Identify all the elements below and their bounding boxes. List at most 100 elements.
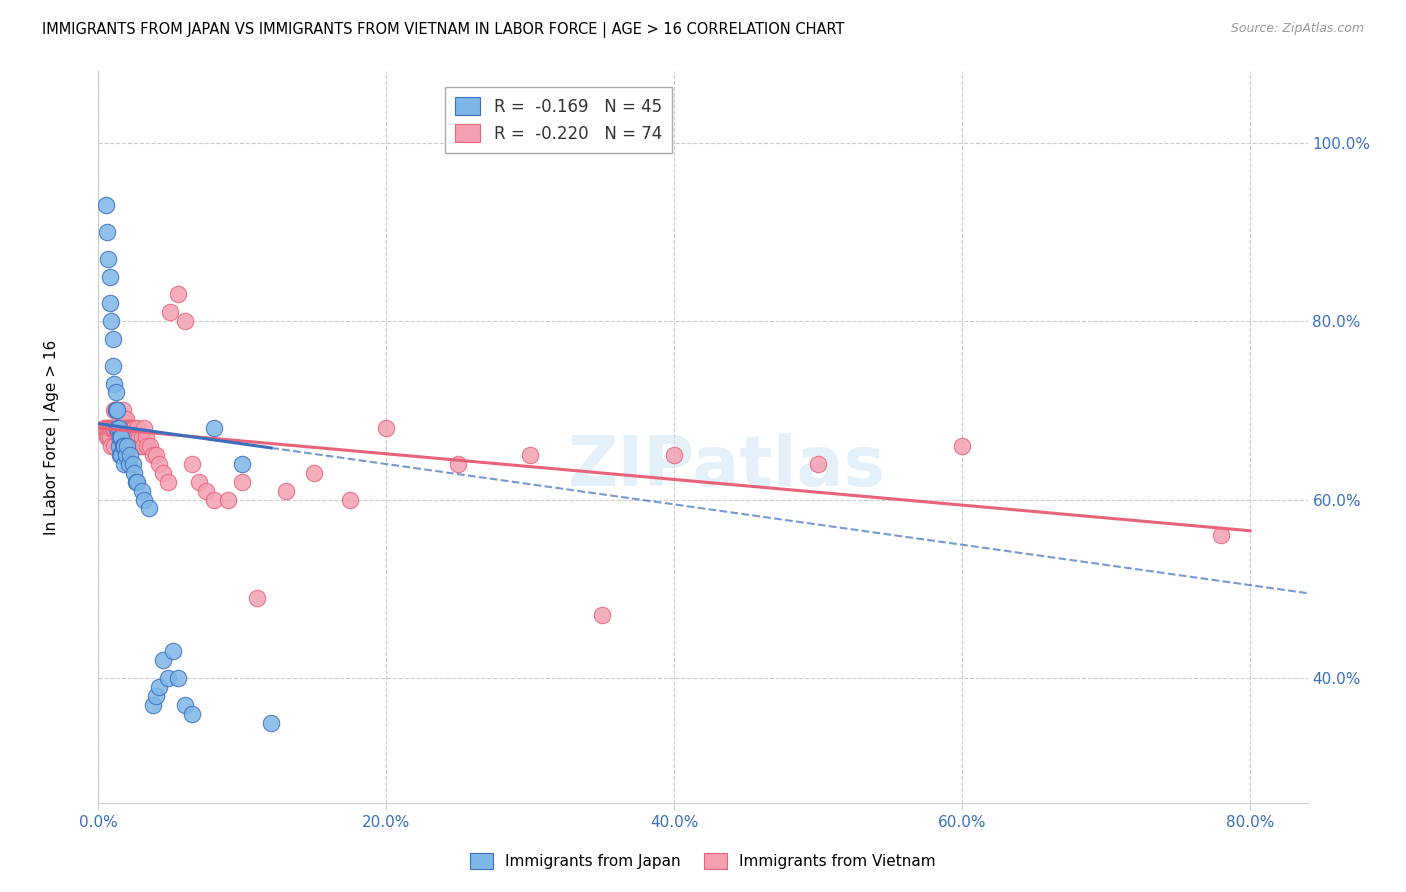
Point — [100, 314, 122, 328]
Point — [94, 198, 117, 212]
Point — [121, 421, 143, 435]
Text: ZIPatlas: ZIPatlas — [568, 433, 886, 500]
Point — [105, 421, 128, 435]
Point — [103, 376, 125, 391]
Point — [112, 439, 135, 453]
Point — [138, 501, 160, 516]
Point — [145, 448, 167, 462]
Point — [375, 421, 398, 435]
Point — [104, 385, 127, 400]
Point — [98, 421, 121, 435]
Text: IMMIGRANTS FROM JAPAN VS IMMIGRANTS FROM VIETNAM IN LABOR FORCE | AGE > 16 CORRE: IMMIGRANTS FROM JAPAN VS IMMIGRANTS FROM… — [42, 22, 845, 38]
Point — [173, 314, 195, 328]
Point — [118, 439, 141, 453]
Point — [128, 430, 150, 444]
Point — [94, 421, 117, 435]
Point — [231, 475, 253, 489]
Point — [181, 457, 204, 471]
Point — [339, 492, 361, 507]
Point — [110, 430, 132, 444]
Point — [98, 269, 121, 284]
Point — [97, 421, 120, 435]
Point — [98, 296, 121, 310]
Point — [98, 430, 121, 444]
Point — [104, 403, 127, 417]
Point — [104, 403, 127, 417]
Point — [107, 421, 129, 435]
Point — [120, 421, 142, 435]
Point — [112, 412, 135, 426]
Point — [129, 439, 152, 453]
Point — [114, 448, 136, 462]
Point — [132, 439, 155, 453]
Point — [104, 421, 127, 435]
Point — [101, 421, 124, 435]
Point — [101, 421, 124, 435]
Point — [159, 305, 181, 319]
Point — [124, 421, 146, 435]
Point — [148, 680, 170, 694]
Point — [105, 403, 128, 417]
Point — [166, 287, 188, 301]
Point — [112, 457, 135, 471]
Point — [108, 421, 131, 435]
Point — [103, 421, 125, 435]
Point — [107, 421, 129, 435]
Point — [156, 671, 179, 685]
Point — [664, 448, 686, 462]
Point — [145, 689, 167, 703]
Point — [118, 457, 141, 471]
Point — [125, 475, 148, 489]
Point — [148, 457, 170, 471]
Point — [125, 430, 148, 444]
Point — [591, 608, 613, 623]
Point — [139, 439, 162, 453]
Point — [1211, 528, 1233, 542]
Point — [156, 475, 179, 489]
Point — [447, 457, 470, 471]
Point — [115, 421, 138, 435]
Point — [202, 421, 225, 435]
Point — [111, 439, 134, 453]
Point — [110, 421, 132, 435]
Y-axis label: In Labor Force | Age > 16: In Labor Force | Age > 16 — [45, 340, 60, 534]
Point — [274, 483, 297, 498]
Point — [97, 430, 120, 444]
Point — [108, 430, 131, 444]
Point — [181, 706, 204, 721]
Point — [110, 448, 132, 462]
Point — [115, 421, 138, 435]
Legend: Immigrants from Japan, Immigrants from Vietnam: Immigrants from Japan, Immigrants from V… — [464, 847, 942, 875]
Point — [115, 439, 138, 453]
Point — [136, 439, 159, 453]
Point — [246, 591, 269, 605]
Point — [101, 332, 124, 346]
Point — [188, 475, 211, 489]
Point — [127, 475, 149, 489]
Point — [118, 421, 141, 435]
Point — [519, 448, 541, 462]
Point — [122, 457, 145, 471]
Point — [111, 421, 134, 435]
Point — [107, 439, 129, 453]
Point — [112, 421, 135, 435]
Point — [101, 359, 124, 373]
Point — [96, 430, 118, 444]
Point — [120, 448, 142, 462]
Point — [108, 412, 131, 426]
Legend: R =  -0.169   N = 45, R =  -0.220   N = 74: R = -0.169 N = 45, R = -0.220 N = 74 — [446, 87, 672, 153]
Point — [807, 457, 830, 471]
Text: Source: ZipAtlas.com: Source: ZipAtlas.com — [1230, 22, 1364, 36]
Point — [105, 403, 128, 417]
Point — [127, 421, 149, 435]
Point — [134, 421, 156, 435]
Point — [108, 448, 131, 462]
Point — [97, 252, 120, 266]
Point — [110, 430, 132, 444]
Point — [114, 412, 136, 426]
Point — [111, 403, 134, 417]
Point — [950, 439, 973, 453]
Point — [162, 644, 184, 658]
Point — [195, 483, 218, 498]
Point — [304, 466, 326, 480]
